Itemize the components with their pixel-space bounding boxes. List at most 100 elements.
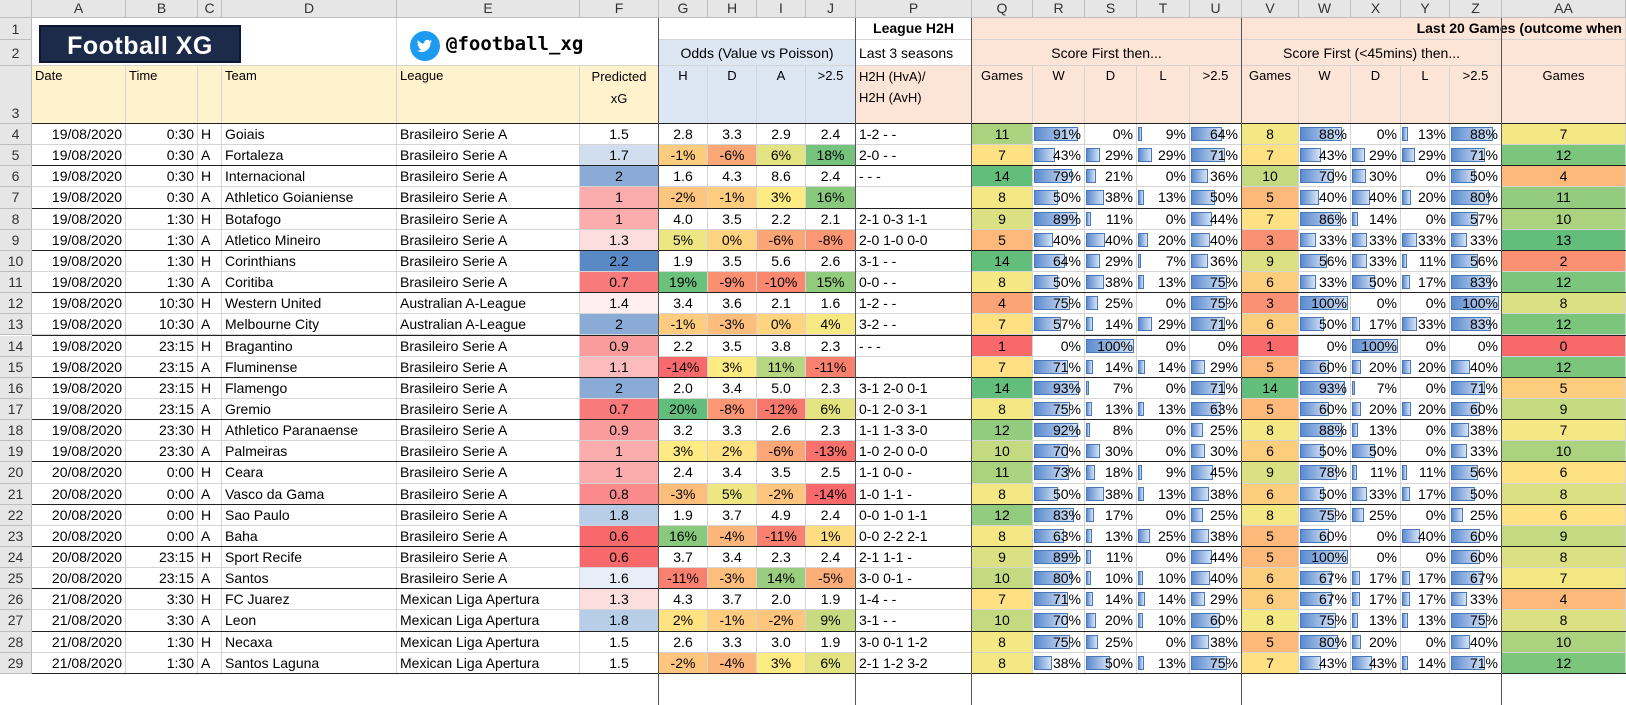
league-cell[interactable]: Brasileiro Serie A: [397, 356, 580, 378]
sf45-d-cell[interactable]: 0%: [1351, 525, 1401, 547]
sf45-l-cell[interactable]: 11%: [1401, 462, 1450, 484]
sf-l-cell[interactable]: 0%: [1137, 420, 1190, 442]
h2h-cell[interactable]: 2-0 - -: [856, 145, 972, 167]
aa-games-cell[interactable]: 10: [1502, 208, 1626, 230]
odds-h-cell[interactable]: 5%: [659, 229, 708, 251]
odds-h-cell[interactable]: 2.6: [659, 631, 708, 653]
league-cell[interactable]: Brasileiro Serie A: [397, 335, 580, 357]
column-header-J[interactable]: J: [806, 0, 856, 18]
odds-d-cell[interactable]: -6%: [708, 145, 757, 167]
odds-a-cell[interactable]: -6%: [757, 229, 806, 251]
odds-h-cell[interactable]: -11%: [659, 568, 708, 590]
aa-games-cell[interactable]: 9: [1502, 398, 1626, 421]
aa-games-cell[interactable]: 13: [1502, 229, 1626, 251]
time-cell[interactable]: 1:30: [126, 208, 198, 230]
sf45-l-cell[interactable]: 29%: [1401, 145, 1450, 167]
odds-o-cell[interactable]: 2.3: [806, 420, 856, 442]
odds-o-cell[interactable]: -8%: [806, 229, 856, 251]
predicted-xg-cell[interactable]: 1: [580, 462, 659, 484]
home-away-cell[interactable]: A: [198, 187, 222, 209]
sf45-games-cell[interactable]: 8: [1242, 610, 1299, 632]
sf-d-cell[interactable]: 11%: [1085, 547, 1137, 569]
odds-d-cell[interactable]: 5%: [708, 483, 757, 505]
odds-a-cell[interactable]: 6%: [757, 145, 806, 167]
sf45-l-cell[interactable]: 40%: [1401, 525, 1450, 547]
sf-games-cell[interactable]: 8: [972, 483, 1033, 505]
sf-games-cell[interactable]: 10: [972, 610, 1033, 632]
odds-o-cell[interactable]: 2.5: [806, 462, 856, 484]
sf-l-cell[interactable]: 0%: [1137, 335, 1190, 357]
sf-over25-cell[interactable]: 40%: [1190, 229, 1242, 251]
sf-d-cell[interactable]: 50%: [1085, 652, 1137, 674]
odds-o-cell[interactable]: 2.4: [806, 166, 856, 188]
sf45-l-cell[interactable]: 20%: [1401, 187, 1450, 209]
sf-over25-cell[interactable]: 29%: [1190, 356, 1242, 378]
date-cell[interactable]: 19/08/2020: [32, 166, 126, 188]
h2h-cell[interactable]: 2-1 1-2 3-2: [856, 652, 972, 674]
league-cell[interactable]: Brasileiro Serie A: [397, 208, 580, 230]
home-away-cell[interactable]: A: [198, 652, 222, 674]
sf-games-cell[interactable]: 8: [972, 525, 1033, 547]
sf45-games-cell[interactable]: 9: [1242, 250, 1299, 273]
sf45-l-cell[interactable]: 20%: [1401, 356, 1450, 378]
sf45-over25-cell[interactable]: 71%: [1450, 377, 1502, 399]
sf45-games-cell[interactable]: 6: [1242, 441, 1299, 463]
home-away-cell[interactable]: H: [198, 250, 222, 273]
team-cell[interactable]: Ceara: [222, 462, 397, 484]
sf-over25-cell[interactable]: 71%: [1190, 145, 1242, 167]
team-cell[interactable]: Palmeiras: [222, 441, 397, 463]
date-cell[interactable]: 19/08/2020: [32, 250, 126, 273]
sf-games-cell[interactable]: 8: [972, 187, 1033, 209]
sf45-games-cell[interactable]: 5: [1242, 547, 1299, 569]
home-away-cell[interactable]: A: [198, 145, 222, 167]
date-cell[interactable]: 19/08/2020: [32, 335, 126, 357]
odds-o-cell[interactable]: 16%: [806, 187, 856, 209]
sf-w-cell[interactable]: 83%: [1033, 504, 1085, 526]
date-cell[interactable]: 19/08/2020: [32, 272, 126, 294]
odds-d-cell[interactable]: -1%: [708, 610, 757, 632]
odds-d-cell[interactable]: 0%: [708, 229, 757, 251]
sf45-games-cell[interactable]: 5: [1242, 525, 1299, 547]
odds-d-cell[interactable]: -3%: [708, 314, 757, 336]
odds-h-cell[interactable]: 4.0: [659, 208, 708, 230]
aa-games-cell[interactable]: 8: [1502, 610, 1626, 632]
h2h-cell[interactable]: 3-0 0-1 1-2: [856, 631, 972, 653]
odds-d-cell[interactable]: -1%: [708, 187, 757, 209]
predicted-xg-cell[interactable]: 0.7: [580, 398, 659, 421]
row-header-6[interactable]: 6: [0, 166, 32, 188]
home-away-cell[interactable]: A: [198, 314, 222, 336]
sf45-w-cell[interactable]: 88%: [1299, 420, 1351, 442]
column-header-U[interactable]: U: [1190, 0, 1242, 18]
date-cell[interactable]: 20/08/2020: [32, 504, 126, 526]
h2h-cell[interactable]: 1-2 - -: [856, 124, 972, 146]
odds-d-cell[interactable]: 3.5: [708, 250, 757, 273]
sf45-w-cell[interactable]: 50%: [1299, 441, 1351, 463]
odds-h-cell[interactable]: 16%: [659, 525, 708, 547]
league-cell[interactable]: Brasileiro Serie A: [397, 250, 580, 273]
predicted-xg-cell[interactable]: 1.1: [580, 356, 659, 378]
sf-games-cell[interactable]: 14: [972, 250, 1033, 273]
aa-games-cell[interactable]: 7: [1502, 420, 1626, 442]
date-cell[interactable]: 19/08/2020: [32, 145, 126, 167]
row-header-21[interactable]: 21: [0, 483, 32, 505]
predicted-xg-cell[interactable]: 1.5: [580, 652, 659, 674]
odds-a-cell[interactable]: -2%: [757, 610, 806, 632]
aa-games-cell[interactable]: 9: [1502, 525, 1626, 547]
row-header-18[interactable]: 18: [0, 420, 32, 442]
home-away-cell[interactable]: H: [198, 335, 222, 357]
aa-games-cell[interactable]: 7: [1502, 124, 1626, 146]
sf-games-cell[interactable]: 5: [972, 229, 1033, 251]
aa-games-cell[interactable]: 11: [1502, 187, 1626, 209]
odds-o-cell[interactable]: 1%: [806, 525, 856, 547]
time-cell[interactable]: 23:15: [126, 377, 198, 399]
sf45-over25-cell[interactable]: 60%: [1450, 547, 1502, 569]
sf45-games-cell[interactable]: 6: [1242, 483, 1299, 505]
odds-h-cell[interactable]: 20%: [659, 398, 708, 421]
sf45-d-cell[interactable]: 11%: [1351, 462, 1401, 484]
sf-over25-cell[interactable]: 50%: [1190, 187, 1242, 209]
aa-games-cell[interactable]: 2: [1502, 250, 1626, 273]
h2h-cell[interactable]: 3-1 - -: [856, 610, 972, 632]
sf-over25-cell[interactable]: 38%: [1190, 525, 1242, 547]
home-away-cell[interactable]: H: [198, 589, 222, 611]
sf-l-cell[interactable]: 25%: [1137, 525, 1190, 547]
